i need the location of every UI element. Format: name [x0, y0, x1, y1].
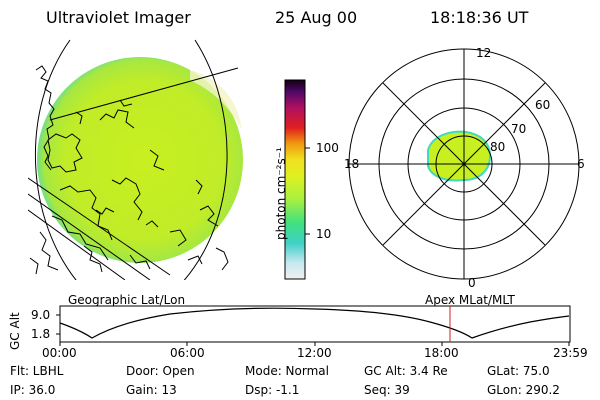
uv-disk — [37, 57, 243, 263]
orbit-right-title: Apex MLat/MLT — [425, 293, 515, 307]
orbit-ytick-label-9: 9.0 — [31, 308, 51, 322]
mlat-label-60: 60 — [535, 98, 551, 112]
status-door: Door: Open — [126, 364, 195, 378]
limb-brightening — [190, 70, 242, 130]
altitude-curve — [59, 307, 570, 339]
status-glon: GLon: 290.2 — [487, 383, 560, 397]
status-gc-alt: GC Alt: 3.4 Re — [364, 364, 448, 378]
orbit-y-axis-label: GC Alt — [8, 312, 22, 350]
status-mode: Mode: Normal — [245, 364, 329, 378]
mlt-label-6: 6 — [577, 157, 585, 171]
observation-time: 18:18:36 UT — [430, 8, 529, 27]
status-ip: IP: 36.0 — [10, 383, 56, 397]
orbit-plot — [56, 305, 571, 346]
colorbar-label-100: 100 — [316, 141, 339, 155]
orbit-xtick-1800: 18:00 — [424, 346, 459, 360]
mlt-label-12: 12 — [476, 46, 492, 60]
polar-plot — [348, 48, 580, 280]
orbit-xtick-0000: 00:00 — [42, 346, 77, 360]
geo-grid — [28, 39, 239, 280]
observation-date: 25 Aug 00 — [275, 8, 358, 27]
colorbar — [284, 79, 310, 280]
colorbar-label-10: 10 — [316, 227, 332, 241]
orbit-x-ticks — [59, 342, 570, 346]
mlt-label-0: 0 — [468, 276, 476, 290]
mlt-label-18: 18 — [344, 157, 360, 171]
colorbar-unit-label: photon cm⁻²s⁻¹ — [274, 147, 288, 240]
mlat-label-70: 70 — [511, 122, 527, 136]
instrument-title: Ultraviolet Imager — [46, 8, 191, 27]
orbit-ytick-label-1-8: 1.8 — [31, 327, 51, 341]
orbit-xtick-1200: 12:00 — [297, 346, 332, 360]
status-dsp: Dsp: -1.1 — [245, 383, 300, 397]
orbit-xtick-2359: 23:59 — [553, 346, 588, 360]
coastlines — [29, 65, 229, 275]
status-gain: Gain: 13 — [126, 383, 177, 397]
polar-diagonal-2 — [382, 82, 546, 246]
earth-image — [28, 39, 243, 280]
orbit-xtick-0600: 06:00 — [170, 346, 205, 360]
status-glat: GLat: 75.0 — [487, 364, 550, 378]
status-filter: Flt: LBHL — [10, 364, 64, 378]
status-seq: Seq: 39 — [364, 383, 410, 397]
mlat-label-80: 80 — [490, 140, 506, 154]
orbit-left-title: Geographic Lat/Lon — [68, 293, 186, 307]
colorbar-scale — [284, 79, 306, 280]
orbit-plot-frame — [59, 305, 571, 343]
